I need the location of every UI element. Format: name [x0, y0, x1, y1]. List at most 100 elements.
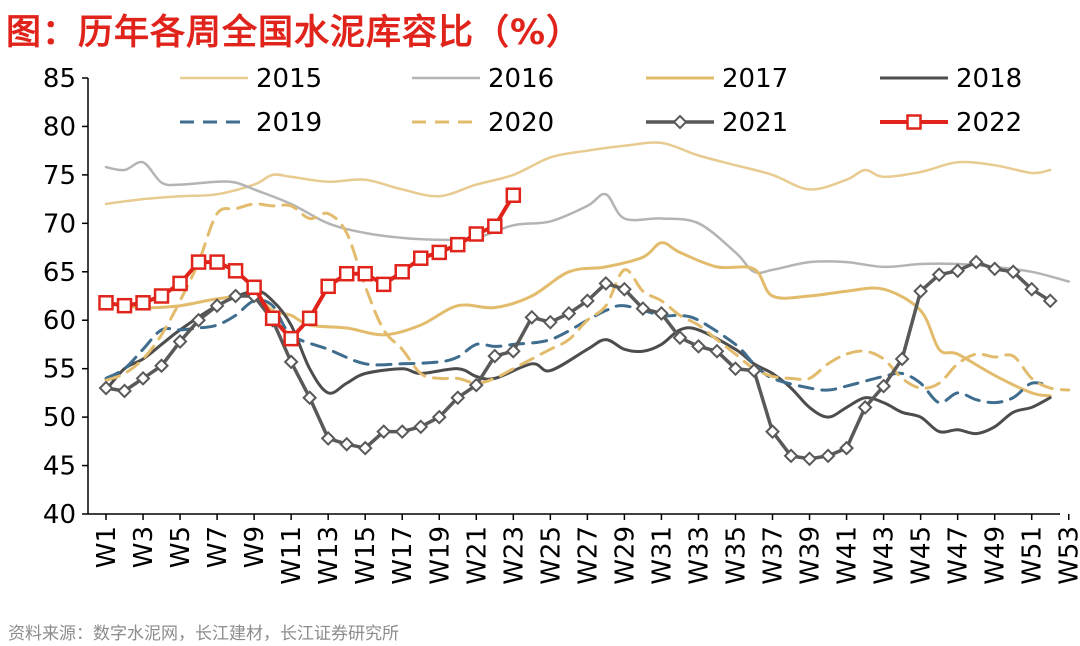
- x-tick-label: W43: [870, 526, 900, 585]
- legend-item-2016: 2016: [412, 64, 554, 94]
- point-marker-2021: [302, 390, 318, 406]
- series-line-2016: [104, 160, 1070, 283]
- series-line-2019: [104, 298, 1052, 405]
- x-tick-label: W11: [277, 526, 307, 585]
- point-marker-2022: [227, 263, 244, 279]
- legend-item-2017: 2017: [646, 64, 788, 94]
- point-marker-2022: [283, 330, 299, 347]
- point-marker-2021: [468, 377, 484, 393]
- x-tick-label: W1: [92, 526, 122, 568]
- series-2020: [104, 202, 1071, 392]
- x-tick-label: W47: [944, 526, 974, 585]
- point-marker-2022: [153, 288, 170, 304]
- point-marker-2021: [820, 448, 836, 464]
- series-2015: [104, 141, 1052, 206]
- point-marker-2021: [672, 330, 688, 346]
- point-marker-2021: [728, 361, 743, 377]
- x-tick-label: W7: [203, 526, 233, 568]
- point-marker-2021: [746, 363, 762, 379]
- x-tick-label: W13: [314, 526, 344, 585]
- point-marker-2022: [338, 265, 355, 282]
- point-marker-2021: [839, 440, 854, 456]
- series-2022: [98, 187, 522, 347]
- point-marker-2021: [894, 351, 910, 367]
- series-line-2015: [104, 141, 1052, 206]
- y-tick-label: 40: [43, 500, 76, 530]
- x-tick-label: W5: [166, 526, 196, 568]
- series-2021: [98, 254, 1058, 467]
- x-tick-label: W37: [759, 526, 789, 585]
- point-marker-2021: [117, 383, 132, 399]
- x-tick-label: W25: [536, 526, 566, 585]
- series-line-2021: [104, 260, 1052, 461]
- x-tick-label: W35: [721, 526, 751, 585]
- point-marker-2021: [394, 424, 410, 440]
- x-tick-label: W39: [796, 526, 826, 585]
- point-marker-2022: [450, 236, 466, 253]
- point-marker-2022: [320, 278, 336, 295]
- point-marker-2022: [190, 254, 207, 270]
- x-tick-label: W51: [1018, 526, 1048, 585]
- point-marker-2021: [320, 431, 336, 446]
- x-tick-label: W45: [907, 526, 937, 585]
- point-marker-2021: [524, 309, 540, 325]
- chart-title: 图：历年各周全国水泥库容比（%）: [6, 13, 583, 53]
- point-marker-2022: [375, 276, 392, 293]
- legend-item-2020: 2020: [412, 108, 554, 138]
- point-marker-2021: [987, 261, 1003, 277]
- series-2017: [104, 241, 1052, 398]
- legend-label: 2016: [488, 64, 554, 94]
- point-marker-2021: [228, 288, 244, 304]
- point-marker-2021: [579, 293, 595, 309]
- y-tick-label: 45: [43, 452, 76, 482]
- point-marker-2021: [765, 424, 780, 440]
- y-tick-label: 65: [43, 258, 76, 288]
- x-tick-label: W29: [610, 526, 640, 585]
- chart-legend: 2015 2016 2017 2018 2019 2020 2021 2022: [180, 64, 1022, 138]
- legend-label: 2019: [256, 108, 322, 138]
- point-marker-2021: [1005, 264, 1021, 280]
- point-marker-2021: [172, 334, 188, 349]
- point-marker-2022: [468, 226, 485, 242]
- point-marker-2022: [487, 218, 503, 234]
- legend-label: 2015: [256, 64, 322, 94]
- x-tick-label: W49: [981, 526, 1011, 585]
- point-marker-2022: [98, 295, 114, 311]
- legend-marker: [672, 114, 688, 130]
- x-tick-label: W41: [833, 526, 863, 585]
- x-tick-label: W19: [425, 526, 455, 585]
- legend-item-2021: 2021: [646, 108, 788, 138]
- point-marker-2021: [561, 306, 577, 321]
- point-marker-2021: [376, 424, 392, 440]
- point-marker-2021: [542, 314, 558, 330]
- point-marker-2021: [191, 312, 206, 328]
- point-marker-2021: [135, 370, 151, 386]
- y-tick-label: 85: [43, 64, 76, 94]
- point-marker-2021: [950, 263, 966, 279]
- legend-label: 2017: [722, 64, 788, 94]
- point-marker-2021: [968, 254, 984, 270]
- point-marker-2021: [931, 267, 947, 283]
- legend-label: 2021: [722, 108, 788, 138]
- point-marker-2022: [246, 279, 262, 296]
- series-2018: [104, 289, 1052, 436]
- point-marker-2021: [505, 343, 521, 359]
- point-marker-2021: [339, 436, 355, 452]
- chart-series-layer: [98, 141, 1071, 467]
- point-marker-2021: [413, 419, 429, 435]
- y-tick-label: 70: [43, 209, 76, 239]
- point-marker-2021: [154, 358, 169, 374]
- point-marker-2022: [135, 295, 151, 311]
- series-line-2018: [104, 289, 1052, 436]
- legend-label: 2018: [956, 64, 1022, 94]
- legend-marker: [906, 114, 922, 130]
- point-marker-2021: [487, 348, 503, 364]
- series-2019: [104, 298, 1052, 405]
- point-marker-2022: [357, 265, 373, 282]
- point-marker-2021: [431, 409, 447, 425]
- x-tick-label: W23: [499, 526, 529, 585]
- point-marker-2021: [357, 440, 373, 456]
- point-marker-2021: [616, 281, 632, 297]
